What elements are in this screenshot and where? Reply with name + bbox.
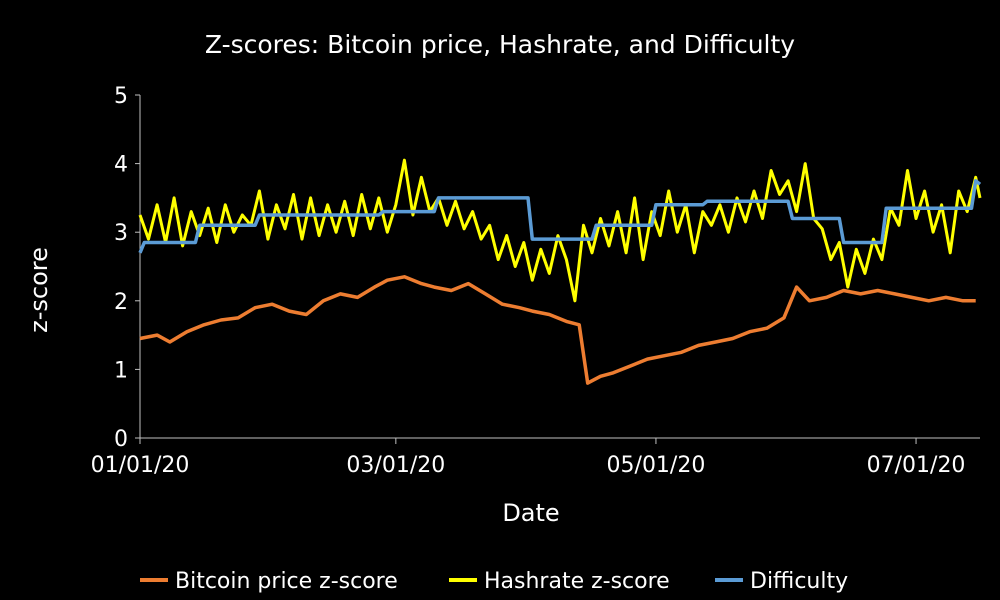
x-tick-label: 01/01/20 (91, 453, 190, 478)
chart-title: Z-scores: Bitcoin price, Hashrate, and D… (205, 30, 795, 59)
x-axis-label: Date (502, 499, 559, 527)
x-tick-label: 07/01/20 (867, 453, 966, 478)
y-tick-label: 0 (114, 427, 128, 452)
legend-entry-bitcoin-price-label: Bitcoin price z-score (175, 569, 398, 594)
legend: Bitcoin price z-score Hashrate z-score Dif… (140, 569, 848, 594)
x-tick-label: 05/01/20 (607, 453, 706, 478)
y-tick-label: 2 (114, 290, 128, 315)
hashrate-line (138, 158, 982, 303)
axes: 0 1 2 3 4 5 01/01/20 03/01/20 05/01/20 07/01/20 (91, 84, 980, 478)
y-tick-label: 3 (114, 221, 128, 246)
bitcoin-price-line (139, 275, 976, 385)
y-tick-label: 5 (114, 84, 128, 109)
y-axis-label: z-score (25, 247, 53, 333)
series-layer (138, 158, 982, 385)
y-tick-label: 1 (114, 358, 128, 383)
legend-entry-difficulty-label: Difficulty (750, 569, 848, 594)
x-tick-label: 03/01/20 (346, 453, 445, 478)
difficulty-line (138, 179, 982, 254)
y-tick-label: 4 (114, 153, 128, 178)
legend-entry-hashrate-label: Hashrate z-score (484, 569, 670, 594)
